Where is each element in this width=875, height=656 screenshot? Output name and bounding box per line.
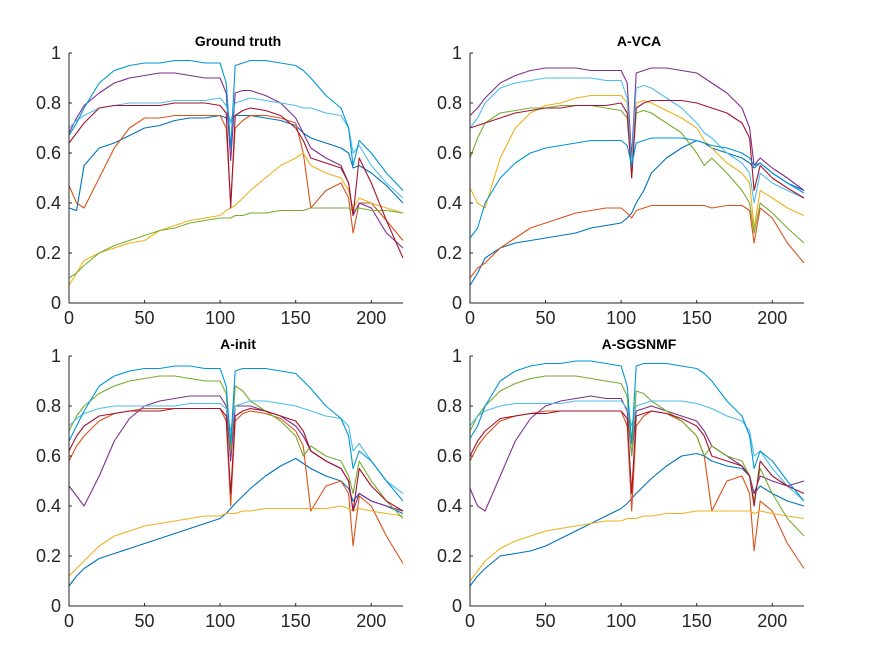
x-tick-label: 150 bbox=[281, 308, 311, 328]
x-tick-label: 0 bbox=[64, 308, 74, 328]
panel-a-sgsnmf: A-SGSNMF 0 50 100 150 200 0 0.2 0.4 0.6 0.8 1 bbox=[437, 336, 805, 631]
series-line-4 bbox=[469, 67, 805, 191]
axes-frame bbox=[469, 53, 804, 304]
axes-frame bbox=[68, 53, 403, 304]
x-tick-label: 100 bbox=[205, 611, 235, 631]
panel-ground-truth: Ground truth 0 50 100 150 200 0 0.2 0.4 0.6 0.8 1 bbox=[36, 33, 404, 328]
panel-a-init: A-init 0 50 100 150 200 0 0.2 0.4 0.6 0.8 1 bbox=[36, 336, 404, 631]
y-tick-label: 0 bbox=[51, 293, 61, 313]
y-tick-label: 0.8 bbox=[36, 396, 61, 416]
panel-a-vca: A-VCA 0 50 100 150 200 0 0.2 0.4 0.6 0.8 1 bbox=[437, 33, 805, 328]
series-line-1 bbox=[68, 457, 404, 587]
y-tick-label: 1 bbox=[51, 43, 61, 63]
y-tick-label: 0 bbox=[51, 596, 61, 616]
x-tick-label: 200 bbox=[356, 611, 386, 631]
series-line-7 bbox=[469, 99, 805, 199]
x-tick-label: 150 bbox=[281, 611, 311, 631]
series-line-6 bbox=[68, 97, 404, 199]
panel-title: Ground truth bbox=[195, 33, 281, 49]
x-tick-label: 50 bbox=[135, 611, 155, 631]
y-tick-label: 0.8 bbox=[36, 93, 61, 113]
series-line-6 bbox=[469, 77, 805, 204]
x-tick-label: 0 bbox=[465, 308, 475, 328]
series-line-1 bbox=[469, 452, 805, 587]
y-tick-label: 0.2 bbox=[36, 243, 61, 263]
y-tick-label: 1 bbox=[452, 346, 462, 366]
y-tick-label: 0 bbox=[452, 596, 462, 616]
series-line-2 bbox=[469, 204, 805, 279]
x-tick-label: 0 bbox=[465, 611, 475, 631]
x-tick-label: 200 bbox=[757, 308, 787, 328]
series-line-5 bbox=[68, 375, 404, 519]
series-line-8 bbox=[469, 137, 805, 239]
y-tick-label: 0.2 bbox=[437, 243, 462, 263]
y-tick-label: 0.6 bbox=[36, 446, 61, 466]
x-tick-label: 200 bbox=[356, 308, 386, 328]
x-tick-label: 150 bbox=[682, 308, 712, 328]
y-tick-label: 0.4 bbox=[437, 496, 462, 516]
axes-frame bbox=[469, 356, 804, 607]
y-tick-label: 0.6 bbox=[437, 143, 462, 163]
series-line-5 bbox=[469, 104, 805, 244]
y-tick-label: 0 bbox=[452, 293, 462, 313]
series-line-6 bbox=[469, 400, 805, 502]
panel-title: A-init bbox=[220, 336, 256, 352]
y-tick-label: 0.8 bbox=[437, 396, 462, 416]
series-line-1 bbox=[68, 114, 404, 212]
y-tick-label: 0.4 bbox=[437, 193, 462, 213]
series-line-5 bbox=[68, 207, 404, 279]
series-line-7 bbox=[68, 102, 404, 259]
series-line-7 bbox=[469, 410, 805, 507]
series-line-3 bbox=[469, 94, 805, 229]
x-tick-label: 50 bbox=[536, 611, 556, 631]
x-tick-label: 100 bbox=[606, 308, 636, 328]
x-tick-label: 150 bbox=[682, 611, 712, 631]
x-tick-label: 50 bbox=[135, 308, 155, 328]
series-line-6 bbox=[68, 400, 404, 494]
series-line-8 bbox=[68, 365, 404, 502]
series-line-8 bbox=[469, 360, 805, 502]
y-tick-label: 0.2 bbox=[36, 546, 61, 566]
panel-title: A-VCA bbox=[617, 33, 661, 49]
series-line-3 bbox=[469, 510, 805, 582]
series-line-3 bbox=[68, 505, 404, 577]
x-tick-label: 50 bbox=[536, 308, 556, 328]
axes-frame bbox=[68, 356, 403, 607]
y-tick-label: 0.6 bbox=[36, 143, 61, 163]
series-line-1 bbox=[469, 139, 805, 286]
series-line-3 bbox=[68, 152, 404, 286]
y-tick-label: 0.6 bbox=[437, 446, 462, 466]
series-line-8 bbox=[68, 59, 404, 191]
series-line-2 bbox=[68, 407, 404, 564]
y-tick-label: 0.2 bbox=[437, 546, 462, 566]
x-tick-label: 200 bbox=[757, 611, 787, 631]
series-line-7 bbox=[68, 407, 404, 512]
panel-title: A-SGSNMF bbox=[602, 336, 677, 352]
y-tick-label: 1 bbox=[452, 43, 462, 63]
series-line-2 bbox=[68, 114, 404, 241]
x-tick-label: 100 bbox=[606, 611, 636, 631]
y-tick-label: 1 bbox=[51, 346, 61, 366]
x-tick-label: 0 bbox=[64, 611, 74, 631]
y-tick-label: 0.8 bbox=[437, 93, 462, 113]
x-tick-label: 100 bbox=[205, 308, 235, 328]
y-tick-label: 0.4 bbox=[36, 496, 61, 516]
y-tick-label: 0.4 bbox=[36, 193, 61, 213]
